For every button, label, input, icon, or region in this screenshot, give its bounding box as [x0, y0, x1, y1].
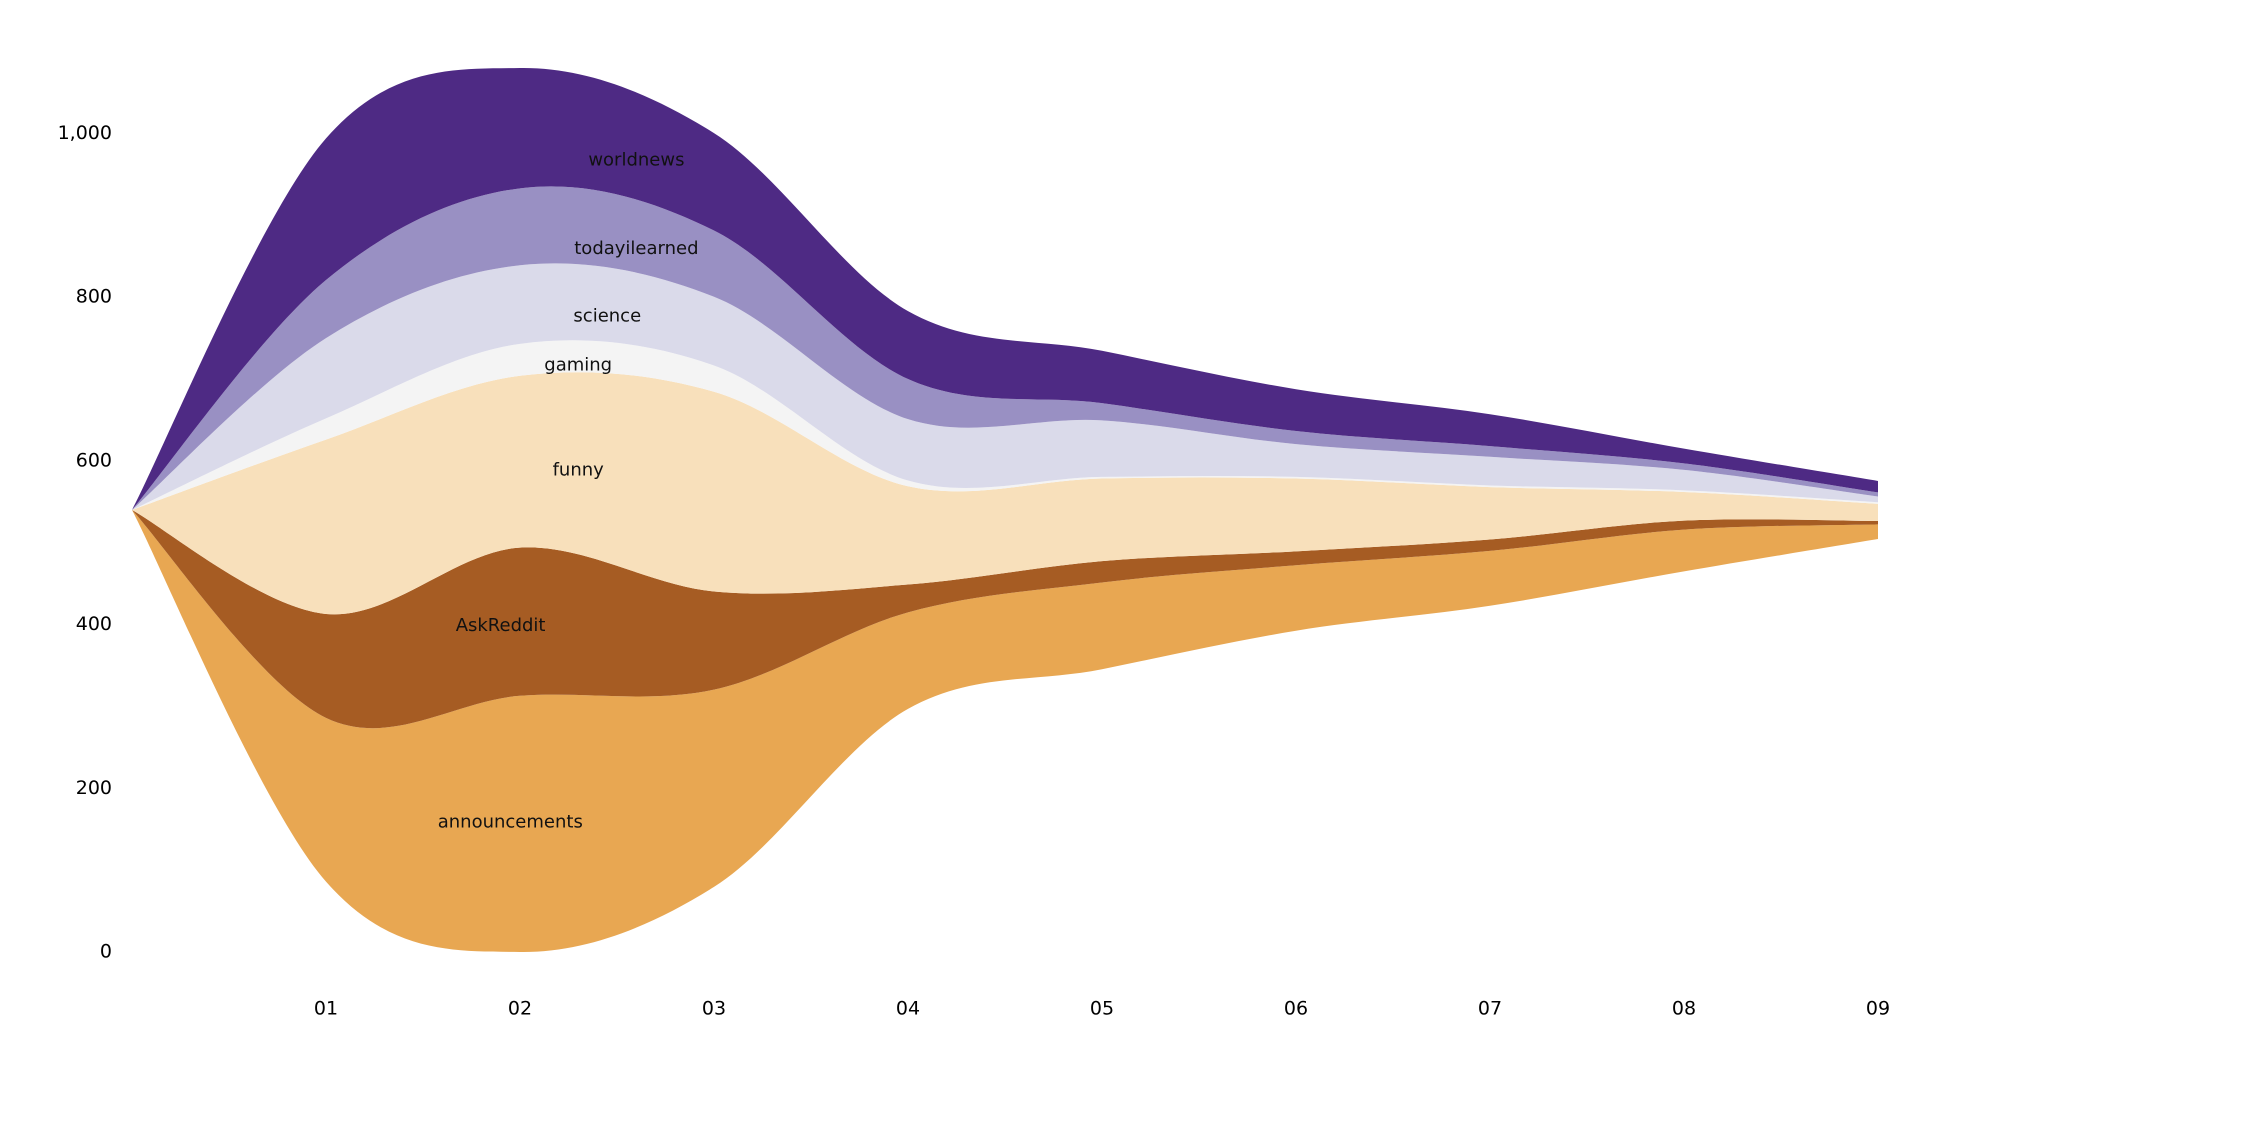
- series-label: AskReddit: [456, 615, 546, 636]
- x-tick-label: 03: [702, 998, 726, 1020]
- series-label: funny: [553, 460, 605, 481]
- x-tick-label: 06: [1284, 998, 1308, 1020]
- y-tick-label: 200: [76, 777, 112, 799]
- y-tick-label: 400: [76, 613, 112, 635]
- series-label: gaming: [544, 354, 612, 375]
- stream-area: [132, 372, 1878, 615]
- series-label: science: [573, 306, 641, 327]
- areas: [132, 67, 1878, 953]
- x-tick-label: 01: [314, 998, 338, 1020]
- y-tick-label: 800: [76, 286, 112, 308]
- x-tick-label: 02: [508, 998, 532, 1020]
- y-tick-label: 1,000: [58, 122, 112, 144]
- x-tick-label: 04: [896, 998, 920, 1020]
- series-label: todayilearned: [574, 238, 698, 259]
- series-label: worldnews: [588, 149, 684, 170]
- x-tick-label: 09: [1866, 998, 1890, 1020]
- x-tick-label: 08: [1672, 998, 1696, 1020]
- stream-area: [132, 67, 1878, 511]
- x-tick-label: 05: [1090, 998, 1114, 1020]
- y-tick-label: 600: [76, 449, 112, 471]
- labels: announcements AskReddit funny gaming science…: [438, 149, 699, 832]
- stream-area: [132, 510, 1878, 953]
- x-tick-label: 07: [1478, 998, 1502, 1020]
- y-tick-label: 0: [100, 941, 112, 963]
- series-label: announcements: [438, 812, 583, 833]
- stream-area: [132, 263, 1878, 510]
- stream-area: [132, 510, 1878, 729]
